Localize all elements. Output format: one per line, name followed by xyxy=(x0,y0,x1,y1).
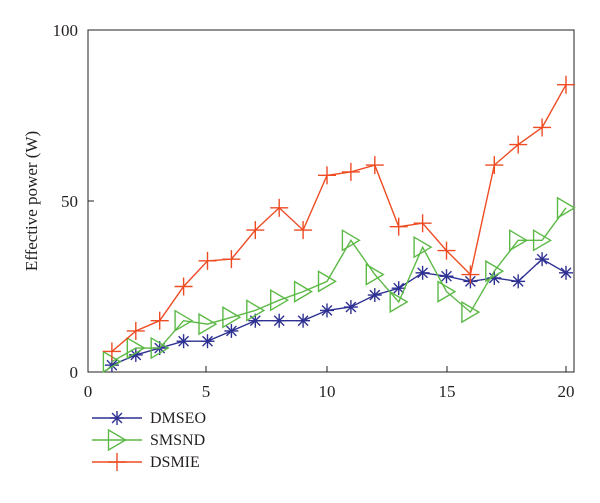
point-smsnd-8 xyxy=(270,288,290,312)
point-dmseo-20 xyxy=(559,265,573,280)
point-dmseo-13 xyxy=(391,281,406,296)
point-smsnd-4 xyxy=(174,309,194,332)
point-dmseo-18 xyxy=(511,274,526,289)
y-tick-label-100: 100 xyxy=(53,21,79,40)
y-axis-title: Effective power (W) xyxy=(22,131,41,271)
point-dsmie-15 xyxy=(437,241,456,260)
x-tick-label-10: 10 xyxy=(319,382,336,401)
point-dsmie-13 xyxy=(389,217,408,236)
point-dsmie-16 xyxy=(461,265,480,284)
point-smsnd-18 xyxy=(509,229,529,252)
y-tick-label-50: 50 xyxy=(61,192,78,211)
point-dmseo-15 xyxy=(439,269,454,284)
legend: DMSEO SMSND DSMIE xyxy=(92,410,206,471)
point-smsnd-6 xyxy=(222,306,242,329)
point-dsmie-17 xyxy=(485,156,504,175)
x-tick-label-20: 20 xyxy=(558,382,575,401)
point-smsnd-13 xyxy=(389,290,409,314)
point-dsmie-9 xyxy=(294,221,313,240)
point-dsmie-2 xyxy=(126,321,145,340)
legend-marker-smsnd xyxy=(107,428,127,452)
x-axis-ticks xyxy=(87,366,567,372)
y-axis-ticks xyxy=(88,29,94,373)
point-dsmie-8 xyxy=(270,198,289,217)
point-dmseo-14 xyxy=(415,265,430,280)
series-layer xyxy=(102,75,576,373)
point-smsnd-16 xyxy=(461,300,481,324)
point-dsmie-18 xyxy=(509,135,528,154)
point-dsmie-19 xyxy=(533,118,552,137)
point-dsmie-20 xyxy=(557,75,575,94)
point-dmseo-8 xyxy=(272,313,287,328)
point-dmseo-19 xyxy=(535,252,550,267)
point-smsnd-10 xyxy=(317,270,337,293)
point-dmseo-12 xyxy=(367,288,382,303)
x-tick-label-0: 0 xyxy=(84,382,93,401)
point-dsmie-14 xyxy=(413,214,432,233)
point-smsnd-12 xyxy=(365,263,385,286)
y-tick-label-0: 0 xyxy=(70,363,79,382)
legend-label-dmseo: DMSEO xyxy=(150,410,206,427)
point-dmseo-1 xyxy=(104,358,119,373)
series-line-dsmie xyxy=(111,84,567,353)
point-smsnd-17 xyxy=(485,259,505,283)
point-dsmie-4 xyxy=(174,277,193,296)
point-dsmie-5 xyxy=(198,251,217,270)
point-dmseo-4 xyxy=(176,334,191,349)
point-smsnd-20 xyxy=(556,196,576,220)
point-smsnd-2 xyxy=(126,336,146,360)
legend-marker-dsmie xyxy=(108,453,126,471)
point-dmseo-11 xyxy=(343,300,358,315)
point-dsmie-11 xyxy=(341,162,360,181)
point-smsnd-19 xyxy=(532,229,552,252)
x-tick-labels: 0 5 10 15 20 xyxy=(84,382,575,401)
x-tick-label-5: 5 xyxy=(202,382,211,401)
point-dmseo-5 xyxy=(200,334,215,349)
point-smsnd-14 xyxy=(413,235,433,259)
point-dsmie-6 xyxy=(222,250,241,269)
plot-area: 0 5 10 15 20 0 50 100 Effective power (W… xyxy=(22,21,576,401)
point-smsnd-7 xyxy=(246,299,266,322)
point-dsmie-12 xyxy=(365,156,384,175)
point-dsmie-10 xyxy=(318,166,336,185)
legend-item-smsnd: SMSND xyxy=(92,428,205,452)
point-smsnd-3 xyxy=(150,336,170,360)
legend-label-smsnd: SMSND xyxy=(150,432,205,449)
point-dsmie-3 xyxy=(150,311,169,330)
point-dmseo-9 xyxy=(296,313,311,328)
point-smsnd-5 xyxy=(198,312,218,336)
legend-item-dmseo: DMSEO xyxy=(92,410,206,427)
x-tick-label-15: 15 xyxy=(439,382,456,401)
y-tick-labels: 0 50 100 xyxy=(53,21,79,382)
point-dmseo-6 xyxy=(224,323,239,338)
series-dsmie xyxy=(102,75,575,361)
point-dsmie-7 xyxy=(246,221,265,240)
legend-label-dsmie: DSMIE xyxy=(150,454,200,471)
point-smsnd-11 xyxy=(341,229,361,252)
legend-marker-dmseo xyxy=(110,411,124,425)
point-dsmie-1 xyxy=(102,342,121,361)
series-smsnd xyxy=(102,196,576,373)
point-dmseo-10 xyxy=(320,303,334,318)
point-smsnd-9 xyxy=(293,280,313,303)
legend-item-dsmie: DSMIE xyxy=(92,453,200,471)
point-smsnd-15 xyxy=(437,280,457,303)
